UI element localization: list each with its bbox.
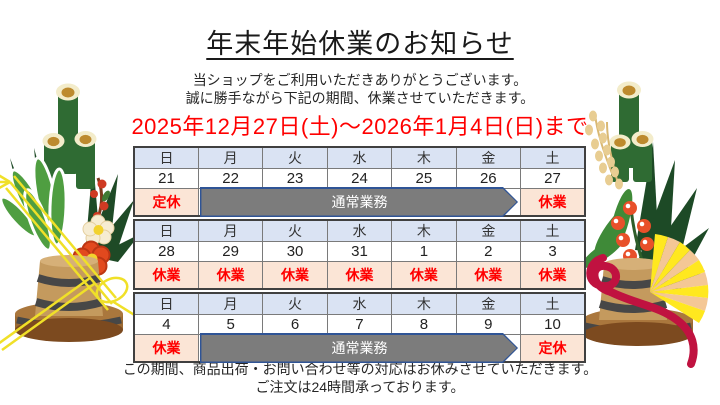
status-cell-closed: 休業 [391,261,457,290]
intro-line-2: 誠に勝手ながら下記の期間、休業させていただきます。 [185,90,535,106]
weekday-header-cell: 火 [262,292,328,315]
weekday-header-cell: 金 [455,292,522,315]
status-cell-closed: 休業 [133,261,199,290]
weekday-header-cell: 木 [391,292,457,315]
red-camellia-flower-icon [72,240,111,277]
status-cell-closed: 休業 [455,261,522,290]
crimson-rope-icon [586,254,698,368]
status-cell-closed: 休業 [197,261,264,290]
date-row: 28 29 30 31 1 2 3 [133,241,586,262]
date-row: 21 22 23 24 25 26 27 [133,168,586,189]
weekday-header-cell: 月 [197,219,264,242]
closure-calendar: 日 月 火 水 木 金 土 21 22 23 24 25 26 27 定休 [133,146,586,365]
date-cell: 2 [455,241,522,262]
weekday-header-cell: 水 [326,292,393,315]
footer-text: この期間、商品出荷・お問い合わせ等の対応はお休みさせていただきます。 ご注文は2… [0,360,720,396]
red-berries-icon [611,201,654,271]
date-cell: 24 [326,168,393,189]
date-cell: 9 [455,314,522,335]
date-cell: 26 [455,168,522,189]
weekday-header-cell: 土 [520,292,586,315]
status-cell-closed: 休業 [133,334,199,363]
normal-business-cell: 通常業務 [197,187,522,217]
wooden-pot-icon [34,255,104,316]
cream-flower-icon [82,214,115,246]
weekday-header-row: 日 月 火 水 木 金 土 [133,219,586,242]
weekday-header-cell: 土 [520,219,586,242]
date-cell: 23 [262,168,328,189]
date-cell: 7 [326,314,393,335]
wooden-pot-icon [598,258,668,320]
gold-fan-icon [650,234,709,323]
weekday-header-cell: 月 [197,292,264,315]
pot-base-icon [583,308,693,346]
weekday-header-cell: 木 [391,146,457,169]
calendar-week-3: 日 月 火 水 木 金 土 4 5 6 7 8 9 10 休業 [133,292,586,363]
date-cell: 1 [391,241,457,262]
pot-base-icon [15,302,123,342]
date-cell: 5 [197,314,264,335]
green-leaves-icon [581,189,633,268]
date-cell: 21 [133,168,199,189]
pine-needles-icon [10,148,140,262]
weekday-header-cell: 火 [262,219,328,242]
weekday-header-cell: 日 [133,292,199,315]
status-cell-closed: 定休 [520,334,586,363]
status-cell-closed: 休業 [520,188,586,217]
status-cell-closed: 休業 [326,261,393,290]
date-row: 4 5 6 7 8 9 10 [133,314,586,335]
weekday-header-row: 日 月 火 水 木 金 土 [133,292,586,315]
weekday-header-cell: 火 [262,146,328,169]
intro-text: 当ショップをご利用いただきありがとうございます。 誠に勝手ながら下記の期間、休業… [0,71,720,107]
status-row: 定休 通常業務 休業 [133,187,586,217]
date-cell: 30 [262,241,328,262]
weekday-header-cell: 土 [520,146,586,169]
weekday-header-cell: 金 [455,219,522,242]
date-cell: 3 [520,241,586,262]
date-cell: 6 [262,314,328,335]
date-cell: 27 [520,168,586,189]
gold-mizuhiki-cord-icon [0,174,137,352]
green-leaves-icon [0,156,68,252]
weekday-header-cell: 月 [197,146,264,169]
status-row: 休業 休業 休業 休業 休業 休業 休業 [133,261,586,290]
status-cell-closed: 休業 [262,261,328,290]
closure-period-text: 2025年12月27日(土)～2026年1月4日(日)まで [131,114,589,139]
normal-business-label: 通常業務 [331,340,388,356]
weekday-header-cell: 水 [326,146,393,169]
page-title: 年末年始休業のお知らせ [206,29,514,59]
weekday-header-cell: 日 [133,219,199,242]
weekday-header-cell: 金 [455,146,522,169]
status-cell-closed: 定休 [133,188,199,217]
calendar-week-2: 日 月 火 水 木 金 土 28 29 30 31 1 2 3 休業 休業 休業 [133,219,586,290]
weekday-header-cell: 水 [326,219,393,242]
normal-business-arrow [200,187,518,217]
date-cell: 29 [197,241,264,262]
date-cell: 22 [197,168,264,189]
date-cell: 10 [520,314,586,335]
weekday-header-row: 日 月 火 水 木 金 土 [133,146,586,169]
intro-line-1: 当ショップをご利用いただきありがとうございます。 [192,72,528,88]
calendar-week-1: 日 月 火 水 木 金 土 21 22 23 24 25 26 27 定休 [133,146,586,217]
pine-needles-icon [635,142,709,290]
date-cell: 25 [391,168,457,189]
weekday-header-cell: 木 [391,219,457,242]
date-cell: 28 [133,241,199,262]
date-cell: 8 [391,314,457,335]
status-row: 休業 通常業務 定休 [133,333,586,363]
footer-line-2: ご注文は24時間承っております。 [255,379,465,395]
normal-business-cell: 通常業務 [197,333,522,363]
normal-business-label: 通常業務 [331,194,388,210]
weekday-header-cell: 日 [133,146,199,169]
date-cell: 31 [326,241,393,262]
normal-business-arrow [200,333,518,363]
red-berry-branch-icon [90,177,110,225]
date-cell: 4 [133,314,199,335]
status-cell-closed: 休業 [520,261,586,290]
footer-line-1: この期間、商品出荷・お問い合わせ等の対応はお休みさせていただきます。 [122,361,598,377]
